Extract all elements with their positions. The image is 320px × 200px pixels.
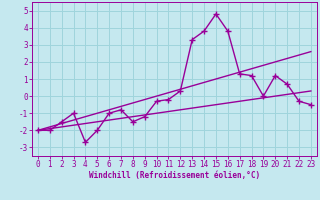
X-axis label: Windchill (Refroidissement éolien,°C): Windchill (Refroidissement éolien,°C) (89, 171, 260, 180)
